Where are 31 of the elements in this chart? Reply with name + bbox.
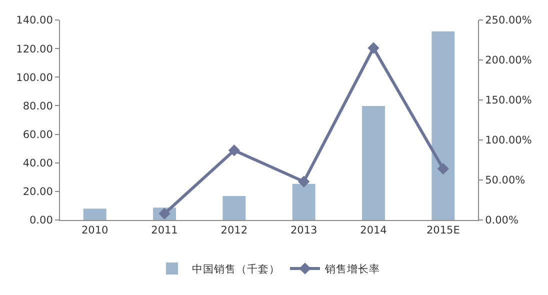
x-tick-label: 2011 xyxy=(151,224,178,237)
x-tick-label: 2014 xyxy=(360,224,388,237)
x-tick-label: 2013 xyxy=(290,224,318,237)
bar xyxy=(83,208,106,220)
y-tick-label: 120.00 xyxy=(16,43,53,56)
y2-tick-label: 50.00% xyxy=(485,174,526,187)
y-tick-label: 100.00 xyxy=(16,72,53,84)
x-tick-label: 2010 xyxy=(81,224,108,237)
y-tick-label: 80.00 xyxy=(22,100,53,112)
y-tick-label: 0.00 xyxy=(30,214,53,227)
bar xyxy=(432,31,455,220)
y-tick-label: 20.00 xyxy=(22,186,53,198)
point xyxy=(368,42,380,54)
y-tick-label: 40.00 xyxy=(22,158,53,170)
point xyxy=(228,144,240,156)
y2-tick-label: 200.00% xyxy=(485,54,532,67)
x-tick-label: 2015E xyxy=(426,224,460,237)
point xyxy=(298,176,310,188)
y2-tick-label: 100.00% xyxy=(485,134,532,147)
bar xyxy=(362,106,385,220)
bar xyxy=(222,196,246,220)
y-tick-label: 60.00 xyxy=(22,128,53,141)
point xyxy=(437,162,450,175)
legend-label: 销售增长率 xyxy=(324,262,380,276)
x-tick-label: 2012 xyxy=(220,224,248,237)
y2-tick-label: 150.00% xyxy=(485,94,532,107)
y2-tick-label: 250.00% xyxy=(485,14,532,27)
y-tick-label: 140.00 xyxy=(16,14,53,27)
legend-label: 中国销售（千套） xyxy=(192,262,280,276)
bar xyxy=(292,184,316,220)
y2-tick-label: 0.00% xyxy=(485,214,518,227)
